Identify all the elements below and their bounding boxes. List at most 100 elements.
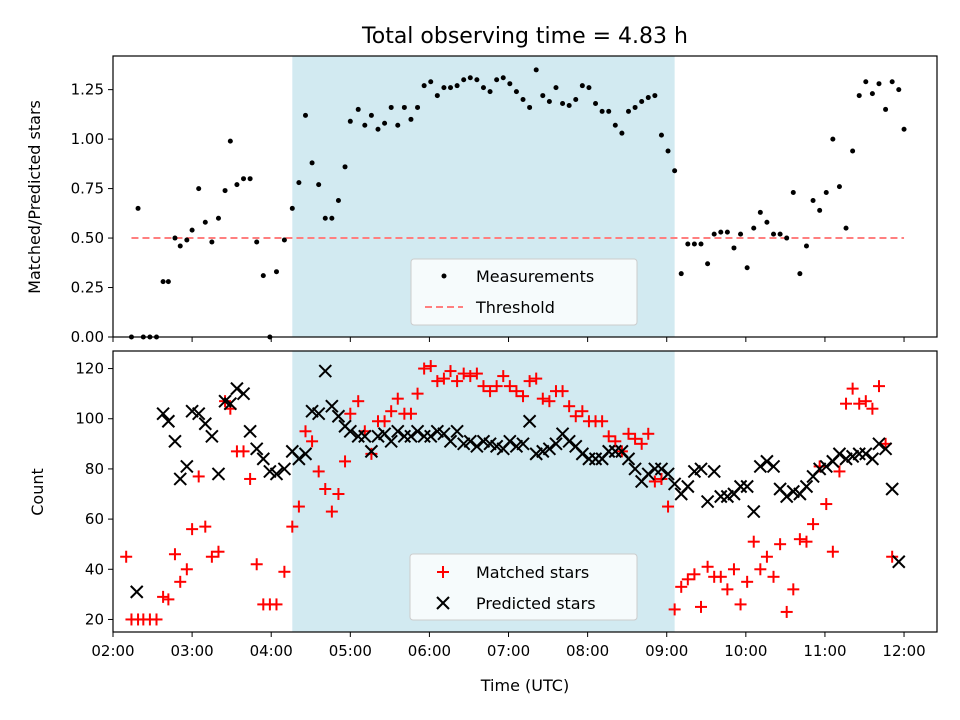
matched-star-marker <box>174 575 187 588</box>
measurement-point <box>553 85 559 91</box>
matched-star-marker <box>853 397 866 410</box>
matched-star-marker <box>306 435 319 448</box>
matched-star-marker <box>813 460 826 473</box>
predicted-star-marker <box>661 467 675 481</box>
matched-star-marker <box>120 550 133 563</box>
predicted-star-marker <box>747 504 761 519</box>
measurement-point <box>901 126 907 132</box>
matched-star-marker <box>205 550 218 563</box>
matched-star-marker <box>760 550 773 563</box>
matched-star-marker <box>339 455 352 468</box>
matched-star-marker <box>741 575 754 588</box>
matched-star-marker <box>150 613 163 626</box>
matched-star-marker <box>385 405 398 418</box>
y-tick-label: 20 <box>85 610 104 628</box>
measurement-point <box>560 100 566 106</box>
matched-star-marker <box>774 538 787 551</box>
x-tick-label: 03:00 <box>170 642 213 660</box>
x-tick-label: 02:00 <box>91 642 134 660</box>
matched-star-marker <box>451 375 464 388</box>
measurement-point <box>247 176 253 182</box>
matched-star-marker <box>477 380 490 393</box>
predicted-star-marker <box>865 452 880 466</box>
measurement-point <box>889 79 895 85</box>
matched-star-marker <box>622 427 635 440</box>
matched-star-marker <box>244 472 257 485</box>
predicted-star-marker <box>410 424 425 438</box>
predicted-star-marker <box>364 444 379 459</box>
matched-star-marker <box>470 367 483 380</box>
measurement-point <box>335 197 341 203</box>
predicted-star-marker <box>542 442 557 456</box>
matched-star-marker <box>464 370 477 383</box>
measurement-point <box>441 85 447 91</box>
predicted-star-marker <box>130 585 144 599</box>
measurement-point <box>579 83 585 89</box>
predicted-star-marker <box>575 447 590 461</box>
predicted-star-marker <box>753 459 768 474</box>
measurement-point <box>329 215 335 221</box>
predicted-star-marker <box>325 399 339 413</box>
measurement-point <box>764 219 770 225</box>
matched-star-marker <box>490 380 503 393</box>
predicted-star-marker <box>236 386 251 401</box>
measurement-point <box>196 186 202 192</box>
y-tick-label: 0.50 <box>71 229 104 247</box>
measurement-point <box>645 95 651 101</box>
predicted-star-marker <box>779 489 794 504</box>
legend-matched-marker <box>437 566 449 578</box>
measurement-point <box>711 231 717 237</box>
legend-threshold-label: Threshold <box>475 298 555 317</box>
measurement-point <box>461 77 467 83</box>
measurement-point <box>738 231 744 237</box>
measurement-point <box>165 279 171 285</box>
matched-star-marker <box>695 600 708 613</box>
predicted-star-marker <box>733 479 748 494</box>
x-tick-label: 05:00 <box>329 642 372 660</box>
predicted-star-marker <box>318 364 332 378</box>
measurement-point <box>896 87 902 93</box>
y-tick-label: 40 <box>85 560 104 578</box>
matched-star-marker <box>840 397 853 410</box>
predicted-star-marker <box>700 494 715 509</box>
predicted-star-marker <box>343 424 358 438</box>
measurement-point <box>830 136 836 142</box>
measurement-point <box>289 205 295 211</box>
measurement-point <box>876 81 882 87</box>
measurement-point <box>172 235 178 241</box>
predicted-star-marker <box>760 454 774 469</box>
matched-star-marker <box>688 568 701 581</box>
matched-star-marker <box>563 400 576 413</box>
measurement-point <box>395 122 401 128</box>
matched-star-marker <box>523 375 536 388</box>
x-tick-label: 07:00 <box>487 642 530 660</box>
measurement-point <box>347 118 353 124</box>
matched-star-marker <box>642 427 655 440</box>
measurement-point <box>520 97 526 103</box>
measurement-point <box>573 97 579 103</box>
predicted-star-marker <box>173 472 187 486</box>
predicted-star-marker <box>269 467 284 481</box>
predicted-star-marker <box>549 437 563 451</box>
measurement-point <box>234 182 240 188</box>
predicted-star-marker <box>230 381 244 396</box>
legend-matched-label: Matched stars <box>476 563 589 582</box>
predicted-star-marker <box>694 462 708 476</box>
matched-star-marker <box>212 545 225 558</box>
y-tick-label: 120 <box>75 360 104 378</box>
matched-star-marker <box>668 603 681 616</box>
matched-star-marker <box>186 523 199 536</box>
x-tick-label: 12:00 <box>882 642 925 660</box>
matched-star-marker <box>312 465 325 478</box>
matched-star-marker <box>391 392 404 405</box>
predicted-star-marker <box>243 424 257 438</box>
measurement-point <box>448 85 454 91</box>
x-axis-label: Time (UTC) <box>480 676 569 695</box>
matched-star-marker <box>404 407 417 420</box>
measurement-point <box>691 241 697 247</box>
measurement-point <box>619 130 625 136</box>
predicted-star-marker <box>404 429 418 444</box>
matched-star-marker <box>424 360 437 373</box>
measurement-point <box>227 138 233 144</box>
y-tick-label: 100 <box>75 410 104 428</box>
